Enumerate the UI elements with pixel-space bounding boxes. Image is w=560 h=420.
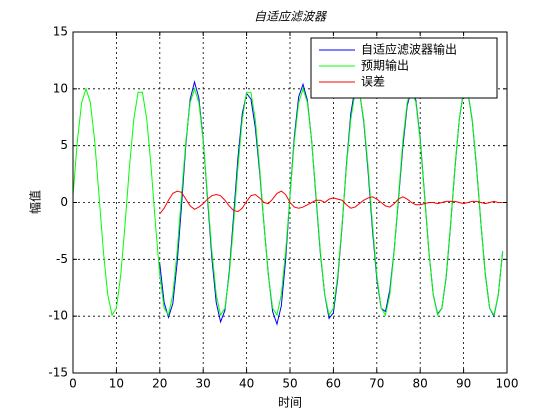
y-tick-label: -10 (48, 309, 68, 323)
y-tick-label: 0 (60, 195, 68, 209)
axes-box (72, 31, 508, 374)
legend-label: 误差 (361, 75, 385, 89)
legend-label: 自适应滤波器输出 (361, 42, 457, 57)
legend-label: 预期输出 (361, 58, 409, 73)
x-axis-label: 时间 (278, 396, 302, 410)
legend-box (310, 37, 498, 99)
x-tick-label: 100 (496, 377, 519, 391)
x-tick-label: 90 (456, 377, 471, 391)
y-tick-label: 10 (53, 81, 68, 95)
x-tick-label: 20 (152, 377, 167, 391)
chart-title: 自适应滤波器 (254, 10, 327, 24)
x-tick-label: 50 (282, 377, 297, 391)
x-tick-label: 80 (413, 377, 428, 391)
x-tick-label: 10 (109, 377, 124, 391)
x-tick-label: 60 (326, 377, 341, 391)
y-tick-label: 5 (60, 138, 68, 152)
data-line (72, 87, 504, 317)
x-tick-label: 0 (69, 377, 77, 391)
y-tick-label: 15 (53, 25, 68, 39)
y-tick-label: -5 (56, 252, 68, 266)
data-line (159, 190, 503, 215)
x-tick-label: 40 (239, 377, 254, 391)
y-axis-label: 幅值 (28, 190, 43, 214)
y-tick-label: -15 (48, 366, 68, 380)
x-tick-label: 30 (196, 377, 211, 391)
x-tick-label: 70 (369, 377, 384, 391)
